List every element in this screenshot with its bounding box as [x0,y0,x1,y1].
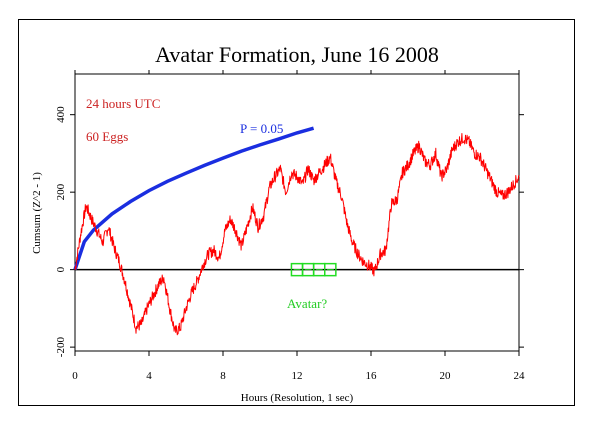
figure-frame [18,19,575,406]
x-tick-label: 0 [72,370,78,382]
p-envelope-line [73,126,315,271]
x-tick-label: 24 [514,370,526,382]
y-tick-label: 200 [55,183,67,200]
y-tick-label: 400 [55,106,67,123]
x-tick-label: 4 [146,370,152,382]
axis-ticks: 0 4 8 12 16 20 24 -200 0 200 400 [55,70,525,382]
cumsum-series-line [74,133,520,336]
x-tick-label: 12 [292,370,303,382]
event-marker-box [324,262,337,277]
annotation-eggs: 60 Eggs [86,129,128,144]
x-tick-label: 8 [220,370,226,382]
y-tick-label: -200 [55,337,67,358]
annotation-hours: 24 hours UTC [86,96,160,111]
annotation-avatar: Avatar? [287,296,327,311]
chart-marks [73,126,520,336]
x-tick-label: 20 [440,370,452,382]
x-axis-label: Hours (Resolution, 1 sec) [241,392,354,404]
annotation-p-value: P = 0.05 [240,121,283,136]
x-tick-label: 16 [366,370,378,382]
y-axis-label: Cumsum (Z^2 - 1) [31,172,43,254]
chart-title: Avatar Formation, June 16 2008 [155,42,439,67]
y-tick-label: 0 [55,266,67,272]
